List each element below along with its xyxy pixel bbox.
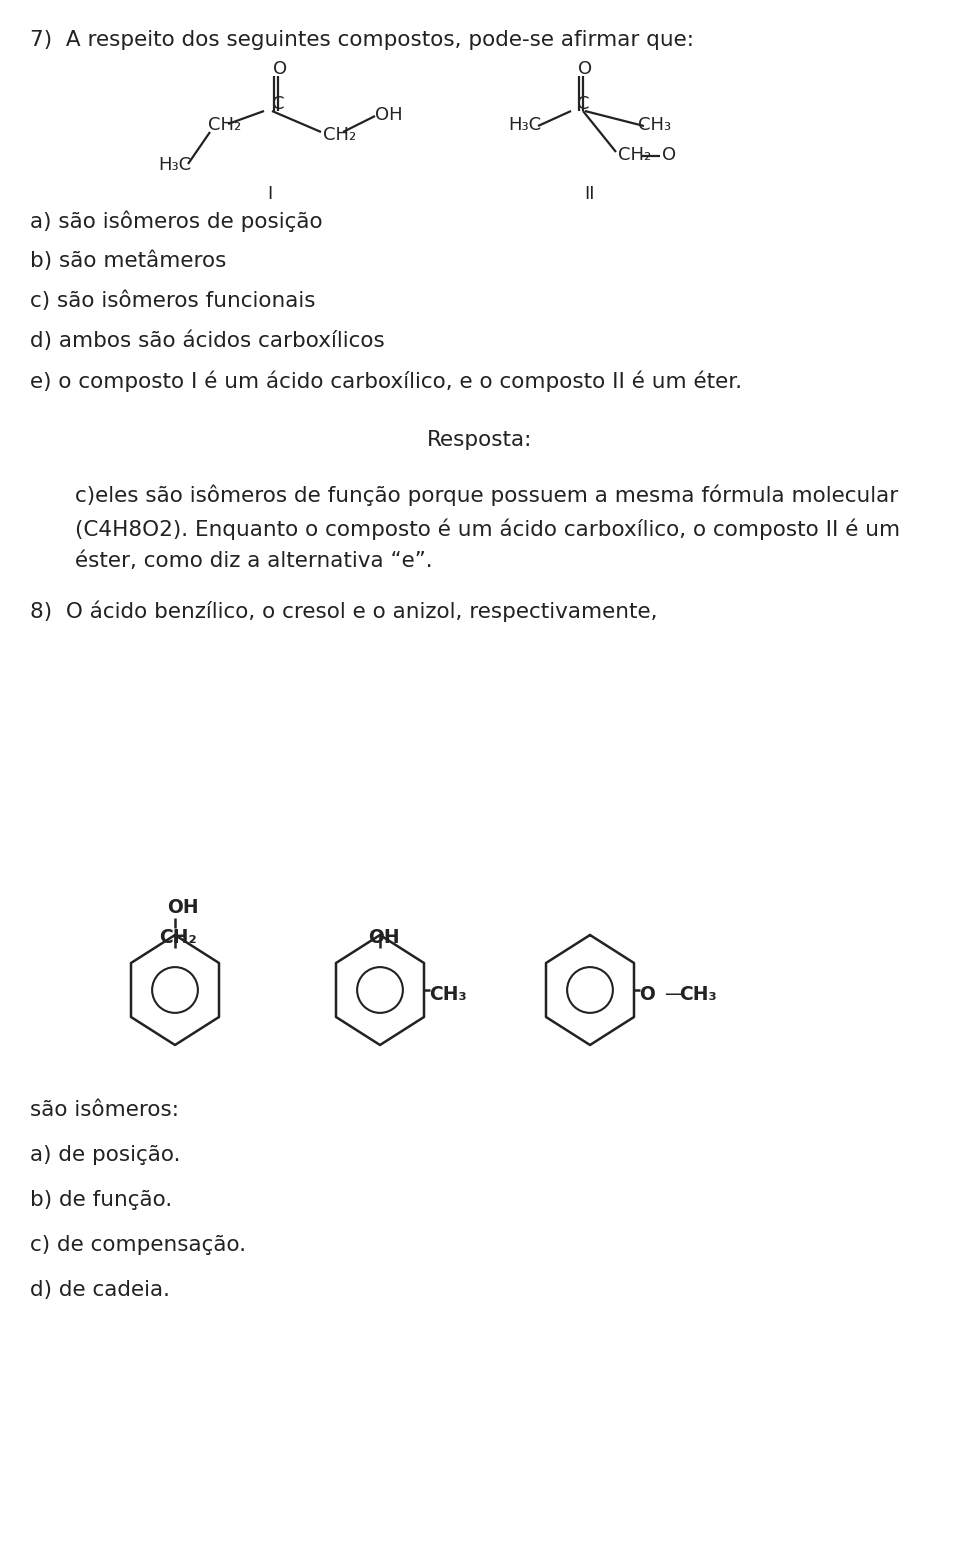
Text: são isômeros:: são isômeros: (30, 1101, 179, 1121)
Text: —: — (664, 985, 683, 1005)
Text: 7)  A respeito dos seguintes compostos, pode-se afirmar que:: 7) A respeito dos seguintes compostos, p… (30, 29, 694, 50)
Text: CH₃: CH₃ (638, 116, 671, 135)
Text: CH₃: CH₃ (679, 985, 716, 1005)
Text: II: II (585, 186, 595, 203)
Text: b) são metâmeros: b) são metâmeros (30, 249, 227, 271)
Text: b) de função.: b) de função. (30, 1190, 172, 1211)
Text: 8)  O ácido benzílico, o cresol e o anizol, respectivamente,: 8) O ácido benzílico, o cresol e o anizo… (30, 601, 658, 621)
Text: c)eles são isômeros de função porque possuem a mesma fórmula molecular: c)eles são isômeros de função porque pos… (75, 485, 899, 506)
Text: O: O (578, 60, 592, 77)
Text: CH₃: CH₃ (429, 985, 467, 1005)
Text: H₃C: H₃C (158, 156, 191, 173)
Text: a) são isômeros de posição: a) são isômeros de posição (30, 211, 323, 232)
Text: OH: OH (167, 898, 199, 916)
Text: OH: OH (375, 105, 402, 124)
Text: d) ambos são ácidos carboxílicos: d) ambos são ácidos carboxílicos (30, 330, 385, 350)
Text: d) de cadeia.: d) de cadeia. (30, 1280, 170, 1300)
Text: CH₂: CH₂ (208, 116, 241, 135)
Text: (C4H8O2). Enquanto o composto é um ácido carboxílico, o composto II é um: (C4H8O2). Enquanto o composto é um ácido… (75, 519, 900, 540)
Text: H₃C: H₃C (508, 116, 541, 135)
Text: O: O (662, 146, 676, 164)
Text: éster, como diz a alternativa “e”.: éster, como diz a alternativa “e”. (75, 551, 433, 571)
Text: c) são isômeros funcionais: c) são isômeros funcionais (30, 289, 316, 311)
Text: O: O (639, 985, 655, 1005)
Text: c) de compensação.: c) de compensação. (30, 1235, 246, 1255)
Text: C: C (272, 94, 284, 113)
Text: Resposta:: Resposta: (427, 430, 533, 450)
Text: OH: OH (368, 927, 399, 947)
Text: I: I (268, 186, 273, 203)
Text: CH₂: CH₂ (323, 125, 356, 144)
Text: CH₂: CH₂ (159, 927, 197, 947)
Text: C: C (577, 94, 589, 113)
Text: e) o composto I é um ácido carboxílico, e o composto II é um éter.: e) o composto I é um ácido carboxílico, … (30, 370, 742, 392)
Text: O: O (273, 60, 287, 77)
Text: CH₂: CH₂ (618, 146, 651, 164)
Text: a) de posição.: a) de posição. (30, 1146, 180, 1166)
